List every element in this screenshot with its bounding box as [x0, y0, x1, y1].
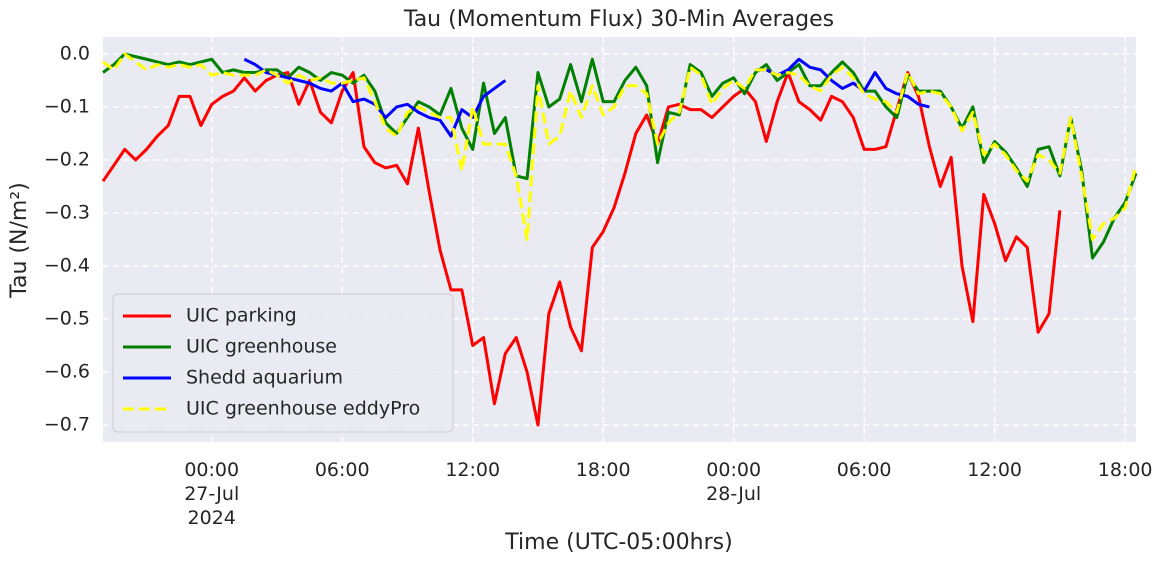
y-tick-label: 0.0 — [60, 42, 90, 64]
lines — [101, 52, 1138, 427]
series-line — [102, 52, 1138, 260]
legend-box — [112, 293, 454, 433]
y-tick-label: −0.4 — [44, 255, 90, 277]
x-axis-label: Time (UTC-05:00hrs) — [504, 530, 732, 555]
y-axis-label: Tau (N/m²) — [7, 182, 32, 299]
x-tick-label: 18:00 — [576, 459, 631, 481]
y-tick-label: −0.1 — [44, 95, 90, 117]
grid — [103, 37, 1136, 442]
x-tick-label: 06:00 — [315, 459, 370, 481]
y-tick-label: −0.3 — [44, 201, 90, 223]
y-tick-label: −0.2 — [44, 148, 90, 170]
x-tick-label: 12:00 — [967, 459, 1022, 481]
legend: UIC parking UIC greenhouse Shedd aquarium U… — [112, 293, 454, 433]
x-tick-label: 00:00 28-Jul — [706, 459, 761, 505]
legend-label: Shedd aquarium — [186, 367, 343, 389]
legend-label: UIC greenhouse — [186, 336, 337, 358]
y-tick-label: −0.5 — [44, 308, 90, 330]
x-tick-label: 18:00 — [1098, 459, 1153, 481]
y-tick-label: −0.6 — [44, 361, 90, 383]
x-tick-label: 00:00 27-Jul 2024 — [184, 459, 239, 529]
x-tick-label: 12:00 — [445, 459, 500, 481]
legend-label: UIC parking — [186, 305, 297, 327]
legend-label: UIC greenhouse eddyPro — [186, 398, 420, 420]
chart-title: Tau (Momentum Flux) 30-Min Averages — [403, 7, 834, 32]
series-line — [102, 52, 1138, 241]
x-tick-label: 06:00 — [837, 459, 892, 481]
y-tick-label: −0.7 — [44, 414, 90, 436]
